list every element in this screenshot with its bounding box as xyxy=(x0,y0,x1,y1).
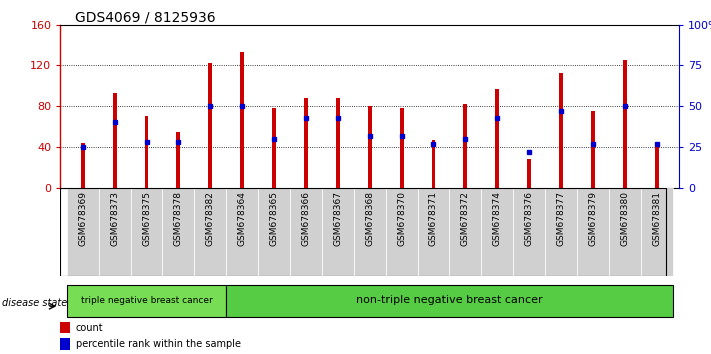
Bar xyxy=(60,338,70,350)
Bar xyxy=(385,188,417,276)
Text: count: count xyxy=(76,323,104,333)
Bar xyxy=(609,188,641,276)
Bar xyxy=(194,188,226,276)
Bar xyxy=(559,73,563,188)
Text: GSM678370: GSM678370 xyxy=(397,191,406,246)
Bar xyxy=(304,98,308,188)
Bar xyxy=(208,63,212,188)
Bar xyxy=(449,188,481,276)
Text: GSM678375: GSM678375 xyxy=(142,191,151,246)
Bar xyxy=(354,188,385,276)
Bar xyxy=(67,188,99,276)
Bar xyxy=(144,116,149,188)
Bar xyxy=(513,188,545,276)
Bar xyxy=(623,61,626,188)
Bar xyxy=(464,104,467,188)
Bar xyxy=(290,188,322,276)
Bar xyxy=(655,143,658,188)
Text: non-triple negative breast cancer: non-triple negative breast cancer xyxy=(356,295,542,305)
Text: GSM678376: GSM678376 xyxy=(525,191,534,246)
Bar xyxy=(99,188,131,276)
Bar xyxy=(176,132,181,188)
Bar xyxy=(577,188,609,276)
Text: GSM678381: GSM678381 xyxy=(652,191,661,246)
Text: GSM678379: GSM678379 xyxy=(589,191,597,246)
Bar xyxy=(113,93,117,188)
Bar xyxy=(226,188,258,276)
Bar xyxy=(496,89,499,188)
Bar xyxy=(67,285,226,317)
Bar xyxy=(417,188,449,276)
Text: GSM678374: GSM678374 xyxy=(493,191,502,246)
Text: triple negative breast cancer: triple negative breast cancer xyxy=(80,296,213,305)
Text: percentile rank within the sample: percentile rank within the sample xyxy=(76,339,241,349)
Bar xyxy=(258,188,290,276)
Bar xyxy=(322,188,354,276)
Bar xyxy=(60,322,70,333)
Text: GSM678377: GSM678377 xyxy=(557,191,565,246)
Bar xyxy=(528,159,531,188)
Text: GSM678378: GSM678378 xyxy=(174,191,183,246)
Text: GSM678371: GSM678371 xyxy=(429,191,438,246)
Bar xyxy=(272,108,276,188)
Bar xyxy=(400,108,404,188)
Bar xyxy=(591,111,595,188)
Bar xyxy=(131,188,163,276)
Text: GSM678367: GSM678367 xyxy=(333,191,342,246)
Text: GSM678368: GSM678368 xyxy=(365,191,374,246)
Bar xyxy=(368,106,372,188)
Bar xyxy=(432,140,435,188)
Text: GDS4069 / 8125936: GDS4069 / 8125936 xyxy=(75,11,215,25)
Text: disease state: disease state xyxy=(2,298,68,308)
Bar xyxy=(226,285,673,317)
Text: GSM678364: GSM678364 xyxy=(237,191,247,246)
Text: GSM678366: GSM678366 xyxy=(301,191,311,246)
Text: GSM678373: GSM678373 xyxy=(110,191,119,246)
Bar xyxy=(641,188,673,276)
Text: GSM678365: GSM678365 xyxy=(269,191,279,246)
Text: GSM678372: GSM678372 xyxy=(461,191,470,246)
Bar xyxy=(481,188,513,276)
Text: GSM678382: GSM678382 xyxy=(205,191,215,246)
Text: GSM678369: GSM678369 xyxy=(78,191,87,246)
Bar xyxy=(336,98,340,188)
Text: GSM678380: GSM678380 xyxy=(620,191,629,246)
Bar xyxy=(163,188,194,276)
Bar xyxy=(545,188,577,276)
Bar xyxy=(81,143,85,188)
Bar xyxy=(240,52,244,188)
